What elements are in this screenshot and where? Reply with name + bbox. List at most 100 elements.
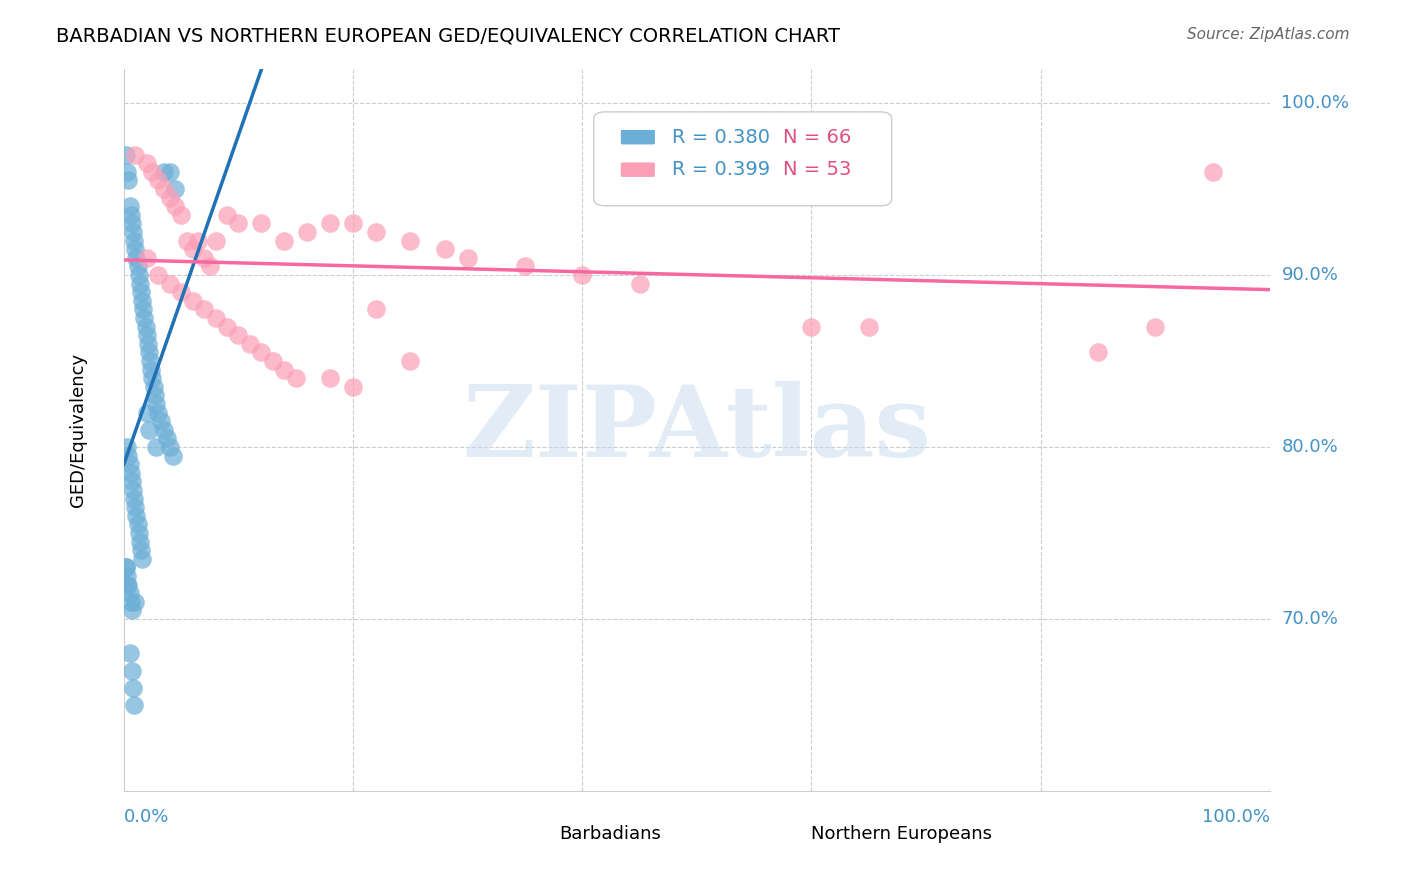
Point [571,268,593,282]
Point [215,208,238,222]
Point [124,500,146,515]
Point [132,302,155,317]
Point [162,449,184,463]
Point [159,165,181,179]
Point [228,328,250,343]
Point [124,595,146,609]
Text: 80.0%: 80.0% [1281,438,1339,456]
Point [138,423,160,437]
Text: Barbadians: Barbadians [560,825,661,844]
Point [250,345,273,359]
FancyBboxPatch shape [593,112,891,206]
Point [159,277,181,291]
Point [1144,319,1167,334]
Text: N = 66: N = 66 [783,128,851,146]
Point [1087,345,1109,359]
Point [181,293,204,308]
Point [127,517,149,532]
Point [159,190,181,204]
Point [204,310,226,325]
Point [139,354,162,368]
Point [686,139,709,153]
Point [120,208,142,222]
Point [118,586,141,600]
Point [128,277,150,291]
Text: R = 0.380: R = 0.380 [672,128,769,146]
Point [117,449,139,463]
Text: 0.0%: 0.0% [124,808,169,826]
Point [117,165,139,179]
Point [131,293,153,308]
Point [131,552,153,566]
Point [125,251,148,265]
Point [136,336,159,351]
Point [193,251,215,265]
Point [143,388,166,402]
FancyBboxPatch shape [620,161,655,178]
Point [122,483,145,497]
Point [127,260,149,274]
Point [170,208,193,222]
Text: 100.0%: 100.0% [1281,94,1350,112]
Text: 90.0%: 90.0% [1281,266,1339,284]
Point [122,698,145,712]
Point [135,319,157,334]
Point [170,285,193,300]
Point [142,380,165,394]
Point [141,371,163,385]
Text: 100.0%: 100.0% [1202,808,1270,826]
FancyBboxPatch shape [752,819,797,850]
Point [122,681,145,695]
Point [319,216,342,230]
Point [128,526,150,541]
Point [121,216,143,230]
Point [165,199,187,213]
Point [193,302,215,317]
Point [148,268,170,282]
Point [148,406,170,420]
Text: BARBADIAN VS NORTHERN EUROPEAN GED/EQUIVALENCY CORRELATION CHART: BARBADIAN VS NORTHERN EUROPEAN GED/EQUIV… [56,27,841,45]
Point [120,595,142,609]
Point [135,251,157,265]
Point [399,234,422,248]
Point [122,234,145,248]
Point [228,216,250,230]
Point [134,310,156,325]
Point [120,466,142,480]
Text: R = 0.399: R = 0.399 [672,161,770,179]
Point [628,277,651,291]
Text: Northern Europeans: Northern Europeans [811,825,993,844]
Point [153,182,176,196]
Point [117,440,139,454]
Point [125,508,148,523]
Point [165,182,187,196]
Point [118,199,141,213]
Point [250,216,273,230]
Text: ZIPAtlas: ZIPAtlas [463,381,931,478]
Point [204,234,226,248]
Point [128,534,150,549]
Point [742,147,765,161]
Point [117,577,139,591]
Point [118,457,141,471]
Point [148,173,170,187]
Point [273,362,295,376]
FancyBboxPatch shape [499,819,544,850]
Point [198,260,221,274]
Text: GED/Equivalency: GED/Equivalency [69,352,87,507]
Point [513,260,536,274]
Point [135,406,157,420]
Point [115,560,138,574]
Point [187,234,209,248]
Point [128,268,150,282]
Point [115,147,138,161]
Point [156,431,179,445]
Point [858,319,880,334]
Point [433,242,456,256]
Point [129,543,152,558]
Point [319,371,342,385]
Point [149,414,172,428]
Text: Source: ZipAtlas.com: Source: ZipAtlas.com [1187,27,1350,42]
Point [135,328,157,343]
Point [215,319,238,334]
